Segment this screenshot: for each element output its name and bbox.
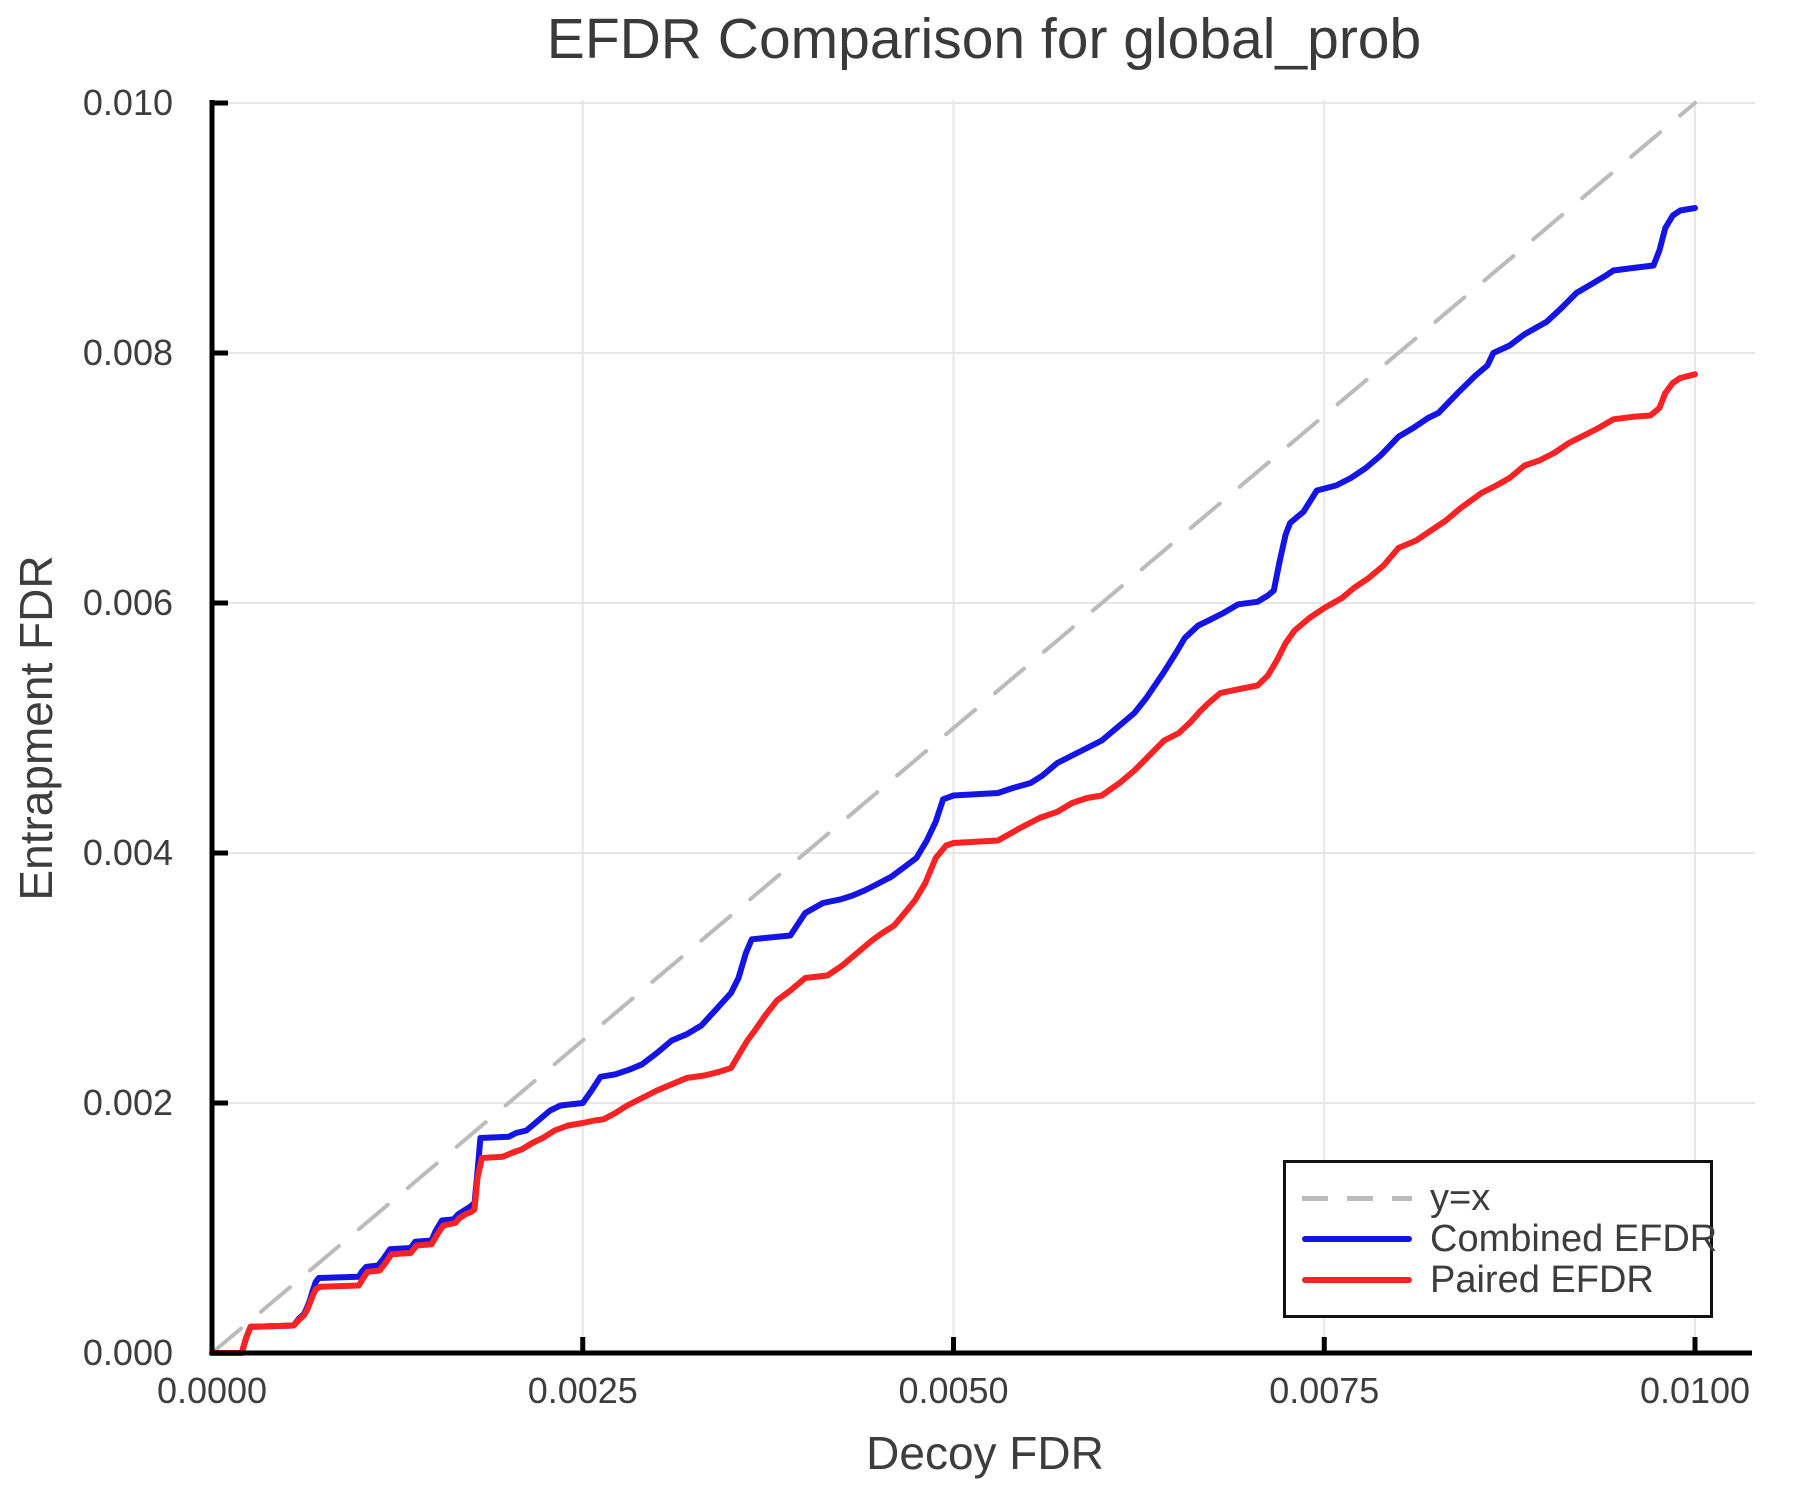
series-line-y-x <box>210 101 1697 1355</box>
data-series <box>209 101 1698 1356</box>
series-line-paired-efdr <box>209 371 1698 1356</box>
series-line-combined-efdr <box>209 205 1698 1356</box>
axes-spines-and-ticks <box>209 100 1752 1356</box>
gridlines <box>213 100 1755 1352</box>
